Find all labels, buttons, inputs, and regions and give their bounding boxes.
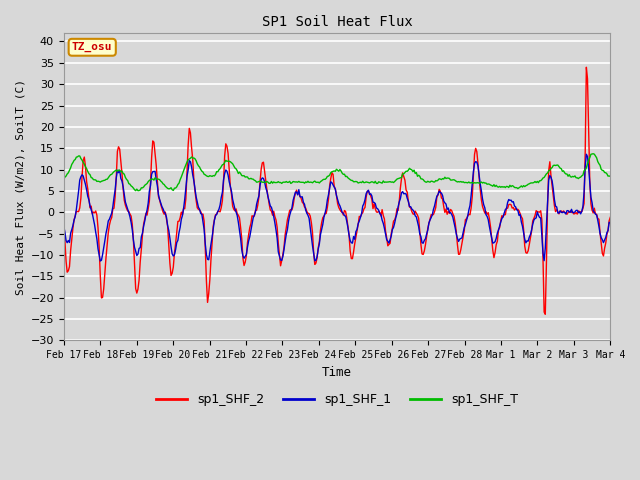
sp1_SHF_2 <box>60 218 68 224</box>
sp1_SHF_T <box>557 166 565 171</box>
sp1_SHF_T <box>607 173 614 179</box>
sp1_SHF_1 <box>97 258 104 264</box>
sp1_SHF_T <box>231 165 239 171</box>
sp1_SHF_1 <box>607 220 614 226</box>
Legend: sp1_SHF_2, sp1_SHF_1, sp1_SHF_T: sp1_SHF_2, sp1_SHF_1, sp1_SHF_T <box>151 388 524 411</box>
sp1_SHF_1 <box>463 217 470 223</box>
Title: SP1 Soil Heat Flux: SP1 Soil Heat Flux <box>262 15 412 29</box>
sp1_SHF_T <box>589 151 597 156</box>
sp1_SHF_2 <box>582 64 590 70</box>
sp1_SHF_1 <box>60 223 68 229</box>
sp1_SHF_1 <box>393 211 401 216</box>
sp1_SHF_1 <box>582 151 590 157</box>
sp1_SHF_2 <box>392 214 399 219</box>
Text: TZ_osu: TZ_osu <box>72 42 113 52</box>
sp1_SHF_2 <box>461 216 469 222</box>
sp1_SHF_T <box>292 179 300 185</box>
sp1_SHF_2 <box>365 191 373 196</box>
sp1_SHF_2 <box>607 215 614 220</box>
sp1_SHF_2 <box>557 208 565 214</box>
sp1_SHF_1 <box>231 206 239 212</box>
sp1_SHF_1 <box>367 191 374 197</box>
Y-axis label: Soil Heat Flux (W/m2), SoilT (C): Soil Heat Flux (W/m2), SoilT (C) <box>15 79 25 295</box>
Line: sp1_SHF_T: sp1_SHF_T <box>64 154 611 191</box>
sp1_SHF_2 <box>541 312 549 317</box>
sp1_SHF_T <box>393 176 401 182</box>
sp1_SHF_1 <box>292 189 300 195</box>
sp1_SHF_1 <box>557 209 565 215</box>
sp1_SHF_T <box>60 176 68 182</box>
Line: sp1_SHF_1: sp1_SHF_1 <box>64 154 611 261</box>
sp1_SHF_2 <box>291 195 298 201</box>
sp1_SHF_T <box>134 188 142 193</box>
sp1_SHF_T <box>367 180 374 185</box>
sp1_SHF_T <box>463 180 470 185</box>
sp1_SHF_2 <box>230 206 237 212</box>
X-axis label: Time: Time <box>322 366 352 379</box>
Line: sp1_SHF_2: sp1_SHF_2 <box>64 67 611 314</box>
